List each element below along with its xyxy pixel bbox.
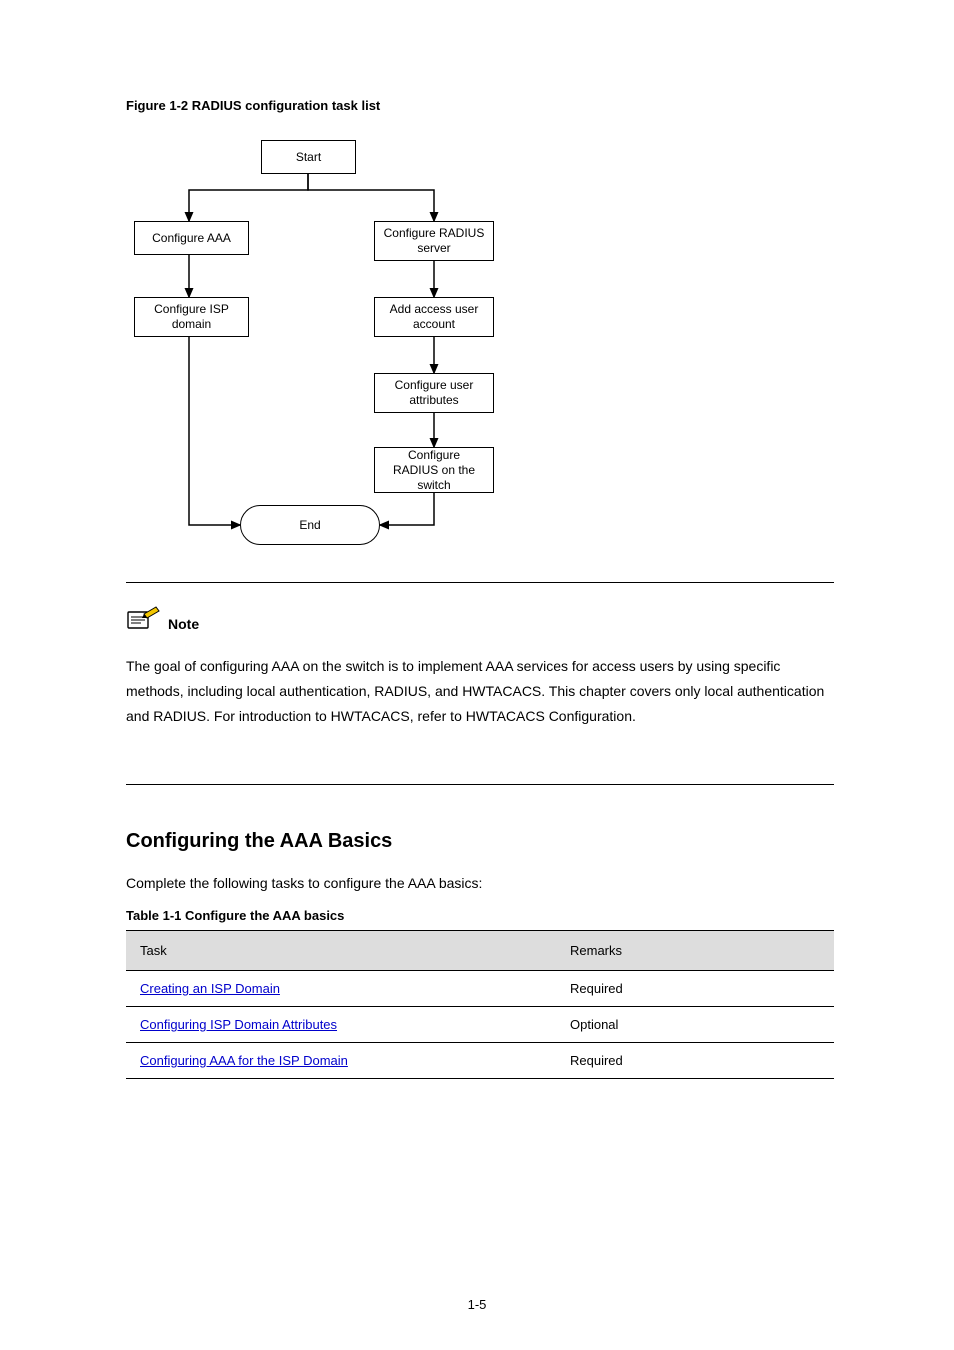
table-header-row: Task Remarks bbox=[126, 931, 834, 971]
flowchart-edge bbox=[189, 337, 240, 525]
table-row: Configuring ISP Domain Attributes Optiona… bbox=[126, 1007, 834, 1043]
flowchart-node-end: End bbox=[240, 505, 380, 545]
note-header: Note bbox=[126, 606, 834, 632]
table-cell-task: Configuring AAA for the ISP Domain bbox=[126, 1043, 556, 1079]
table-header-remarks: Remarks bbox=[556, 931, 834, 971]
task-link[interactable]: Configuring AAA for the ISP Domain bbox=[140, 1053, 348, 1068]
flowchart-node-cfg_attr: Configure userattributes bbox=[374, 373, 494, 413]
task-link[interactable]: Creating an ISP Domain bbox=[140, 981, 280, 996]
table-row: Creating an ISP Domain Required bbox=[126, 971, 834, 1007]
section-title: Configuring the AAA Basics bbox=[126, 830, 392, 853]
note-icon bbox=[126, 606, 162, 632]
divider-bottom bbox=[126, 784, 834, 785]
config-table: Task Remarks Creating an ISP Domain Requi… bbox=[126, 930, 834, 1079]
divider-top bbox=[126, 582, 834, 583]
flowchart-edge bbox=[380, 493, 434, 525]
table-cell-remarks: Required bbox=[556, 1043, 834, 1079]
table-caption: Table 1-1 Configure the AAA basics bbox=[126, 908, 344, 923]
flowchart-node-add_usr: Add access useraccount bbox=[374, 297, 494, 337]
table-cell-task: Creating an ISP Domain bbox=[126, 971, 556, 1007]
flowchart-node-cfg_aaa: Configure AAA bbox=[134, 221, 249, 255]
flowchart-edge bbox=[189, 174, 308, 221]
flowchart-node-cfg_radsw: ConfigureRADIUS on theswitch bbox=[374, 447, 494, 493]
flowchart: Start Configure AAA Configure RADIUSserver… bbox=[126, 125, 556, 585]
table-row: Configuring AAA for the ISP Domain Requir… bbox=[126, 1043, 834, 1079]
figure-caption: Figure 1-2 RADIUS configuration task lis… bbox=[126, 98, 380, 113]
table-header-task: Task bbox=[126, 931, 556, 971]
flowchart-node-cfg_rad: Configure RADIUSserver bbox=[374, 221, 494, 261]
section-body: Complete the following tasks to configur… bbox=[126, 872, 834, 894]
flowchart-edge bbox=[308, 174, 434, 221]
table-cell-remarks: Optional bbox=[556, 1007, 834, 1043]
table-cell-task: Configuring ISP Domain Attributes bbox=[126, 1007, 556, 1043]
note-body: The goal of configuring AAA on the switc… bbox=[126, 654, 834, 730]
page: Figure 1-2 RADIUS configuration task lis… bbox=[0, 0, 954, 1350]
note-block: Note The goal of configuring AAA on the … bbox=[126, 606, 834, 730]
note-label: Note bbox=[168, 616, 199, 632]
task-link[interactable]: Configuring ISP Domain Attributes bbox=[140, 1017, 337, 1032]
flowchart-node-cfg_dom: Configure ISPdomain bbox=[134, 297, 249, 337]
flowchart-node-start: Start bbox=[261, 140, 356, 174]
table-cell-remarks: Required bbox=[556, 971, 834, 1007]
page-number: 1-5 bbox=[0, 1297, 954, 1312]
